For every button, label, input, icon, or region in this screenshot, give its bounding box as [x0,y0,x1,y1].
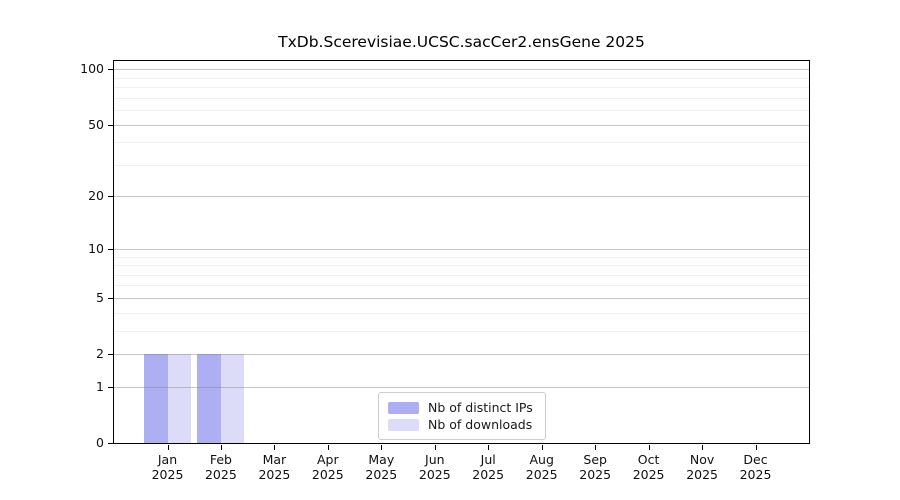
x-tick-mark [167,445,169,450]
x-tick-label: Jan 2025 [151,452,184,482]
y-tick-mark [108,443,113,444]
x-tick-mark [381,445,383,450]
legend-row-downloads: Nb of downloads [388,416,533,433]
y-tick-mark [108,196,113,198]
gridline-major [114,69,809,71]
x-tick-mark [327,445,329,450]
x-tick-label: Sep 2025 [579,452,612,482]
gridline-minor [114,164,809,166]
bar-distinct-ips-jan-2025 [144,354,168,443]
x-tick-mark [434,445,436,450]
legend-label-distinct-ips: Nb of distinct IPs [428,400,533,415]
x-tick-label: Jul 2025 [472,452,505,482]
gridline-minor [114,97,809,99]
x-tick-mark [648,445,650,450]
y-tick-label: 50 [88,116,104,132]
gridline-major [114,124,809,126]
x-tick-mark [595,445,597,450]
legend: Nb of distinct IPs Nb of downloads [378,392,546,440]
y-tick-label: 2 [96,346,104,361]
gridline-minor [114,274,809,276]
plot-area [113,60,810,444]
y-tick-mark [108,386,113,388]
legend-row-distinct-ips: Nb of distinct IPs [388,399,533,416]
y-tick-label: 5 [96,289,104,305]
gridline-minor [114,110,809,111]
gridline-minor [114,312,809,314]
gridline-minor [114,265,809,266]
x-tick-label: Feb 2025 [204,452,237,482]
x-tick-label: Dec 2025 [739,452,772,482]
legend-label-downloads: Nb of downloads [428,417,533,432]
x-tick-label: May 2025 [365,452,398,482]
y-tick-label: 0 [96,435,104,450]
x-tick-label: Jun 2025 [418,452,451,482]
y-tick-label: 10 [88,240,104,256]
gridline-minor [114,330,809,332]
x-tick-mark [755,445,757,450]
y-tick-label: 20 [88,188,104,204]
y-tick-mark [108,354,113,355]
gridline-minor [114,77,809,79]
x-tick-label: Apr 2025 [311,452,344,482]
bar-downloads-jan-2025 [167,354,191,443]
gridline-major [114,386,809,388]
legend-swatch-downloads [388,418,419,431]
bar-downloads-feb-2025 [220,354,245,443]
x-tick-label: Mar 2025 [258,452,291,482]
y-tick-label: 1 [96,378,104,394]
gridline-major [114,297,809,299]
y-tick-mark [108,248,113,250]
bar-distinct-ips-feb-2025 [197,354,221,443]
y-tick-label: 100 [80,61,104,77]
y-tick-mark [108,297,113,299]
x-tick-mark [702,445,704,450]
x-tick-mark [488,445,490,450]
x-tick-label: Nov 2025 [686,452,718,482]
x-tick-mark [220,445,222,450]
gridline-minor [114,285,809,287]
y-tick-mark [108,69,113,71]
gridline-minor [114,142,809,144]
x-tick-label: Aug 2025 [525,452,558,482]
x-tick-mark [541,445,543,450]
gridline-minor [114,87,809,88]
legend-swatch-distinct-ips [388,401,419,414]
x-tick-mark [274,445,276,450]
gridline-major [114,354,809,355]
x-tick-label: Oct 2025 [632,452,665,482]
chart-title: TxDb.Scerevisiae.UCSC.sacCer2.ensGene 20… [278,33,645,51]
gridline-minor [114,256,809,258]
gridline-major [114,248,809,250]
y-tick-mark [108,124,113,126]
gridline-major [114,196,809,198]
